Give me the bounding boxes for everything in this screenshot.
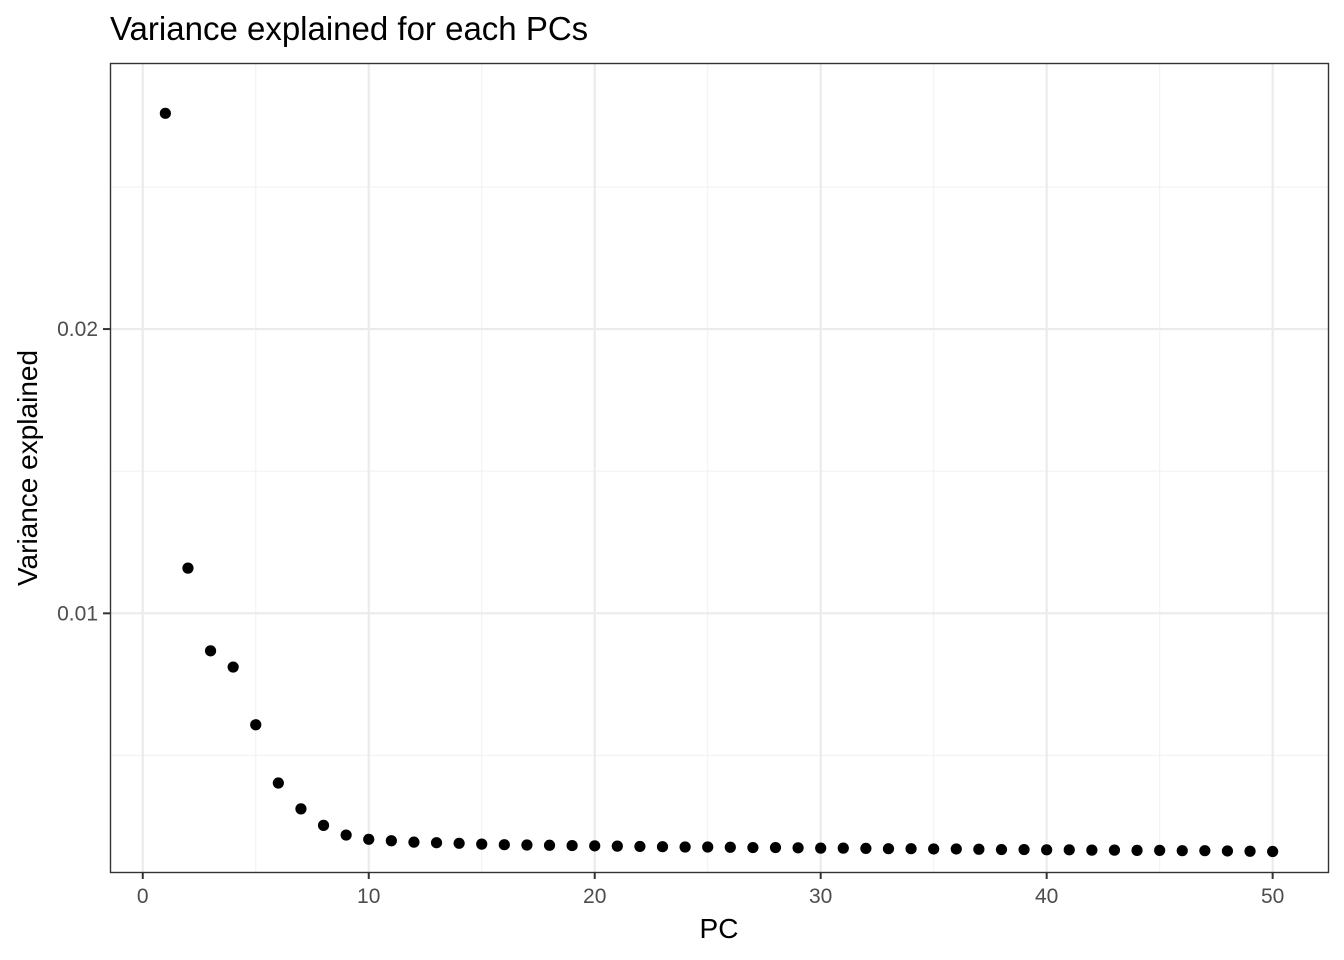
data-point-pc-7 <box>295 803 307 815</box>
data-point-pc-5 <box>250 719 262 731</box>
data-point-pc-40 <box>1041 844 1053 856</box>
data-point-pc-11 <box>385 835 397 847</box>
data-point-pc-25 <box>702 841 714 853</box>
data-point-pc-39 <box>1018 843 1030 856</box>
data-point-pc-36 <box>950 843 962 855</box>
data-point-pc-9 <box>340 829 352 841</box>
data-point-pc-8 <box>317 819 330 831</box>
data-point-pc-45 <box>1154 844 1166 856</box>
data-point-pc-14 <box>453 837 465 849</box>
x-tick-label: 10 <box>357 885 380 908</box>
data-point-pc-31 <box>837 842 849 854</box>
data-point-pc-28 <box>769 841 782 854</box>
data-point-pc-26 <box>724 841 736 853</box>
data-point-pc-30 <box>815 842 827 854</box>
data-point-pc-13 <box>430 837 443 849</box>
x-tick-label: 40 <box>1035 885 1058 908</box>
data-point-pc-38 <box>995 843 1008 856</box>
data-point-pc-17 <box>521 839 533 851</box>
axis-ticks: 0 10 20 30 40 50 0.01 0.02 <box>57 318 1284 908</box>
data-point-pc-24 <box>679 841 691 853</box>
data-point-pc-32 <box>860 842 872 855</box>
data-point-pc-48 <box>1221 845 1234 857</box>
plot-panel-border <box>109 62 1330 874</box>
data-point-pc-4 <box>227 661 239 673</box>
data-point-pc-46 <box>1176 845 1188 857</box>
x-tick-label: 0 <box>137 885 149 908</box>
data-point-pc-12 <box>408 836 420 848</box>
data-point-pc-43 <box>1108 844 1121 856</box>
data-point-pc-6 <box>272 777 284 789</box>
y-tick-label: 0.02 <box>57 318 98 341</box>
data-point-pc-18 <box>543 839 556 851</box>
x-tick-label: 50 <box>1261 885 1284 908</box>
data-point-pc-16 <box>498 839 510 851</box>
data-point-pc-42 <box>1086 844 1098 856</box>
x-tick-label: 20 <box>583 885 606 908</box>
data-point-pc-10 <box>363 833 375 845</box>
data-point-pc-44 <box>1131 844 1143 856</box>
y-tick-label: 0.01 <box>57 602 98 625</box>
grid-lines <box>110 63 1328 872</box>
data-point-pc-22 <box>634 840 646 853</box>
data-point-pc-49 <box>1244 845 1256 857</box>
data-point-pc-47 <box>1199 845 1211 857</box>
chart-title: Variance explained for each PCs <box>110 10 588 47</box>
data-point-pc-15 <box>476 838 488 850</box>
data-point-pc-29 <box>792 842 804 854</box>
x-axis-title: PC <box>700 913 739 944</box>
data-point-pc-35 <box>928 843 940 855</box>
data-point-pc-20 <box>589 840 601 852</box>
data-point-pc-23 <box>656 841 669 853</box>
data-point-pc-21 <box>611 840 623 852</box>
x-tick-label: 30 <box>809 885 832 908</box>
data-point-pc-37 <box>973 843 985 855</box>
data-point-pc-34 <box>905 843 917 855</box>
data-point-pc-19 <box>566 839 578 852</box>
data-point-pc-50 <box>1267 845 1279 858</box>
data-point-pc-3 <box>204 645 217 657</box>
data-points <box>159 107 1279 858</box>
data-point-pc-2 <box>182 562 194 574</box>
data-point-pc-1 <box>159 107 171 119</box>
data-point-pc-27 <box>747 841 759 854</box>
data-point-pc-41 <box>1063 844 1075 856</box>
y-axis-title: Variance explained <box>12 350 43 586</box>
data-point-pc-33 <box>882 843 895 855</box>
